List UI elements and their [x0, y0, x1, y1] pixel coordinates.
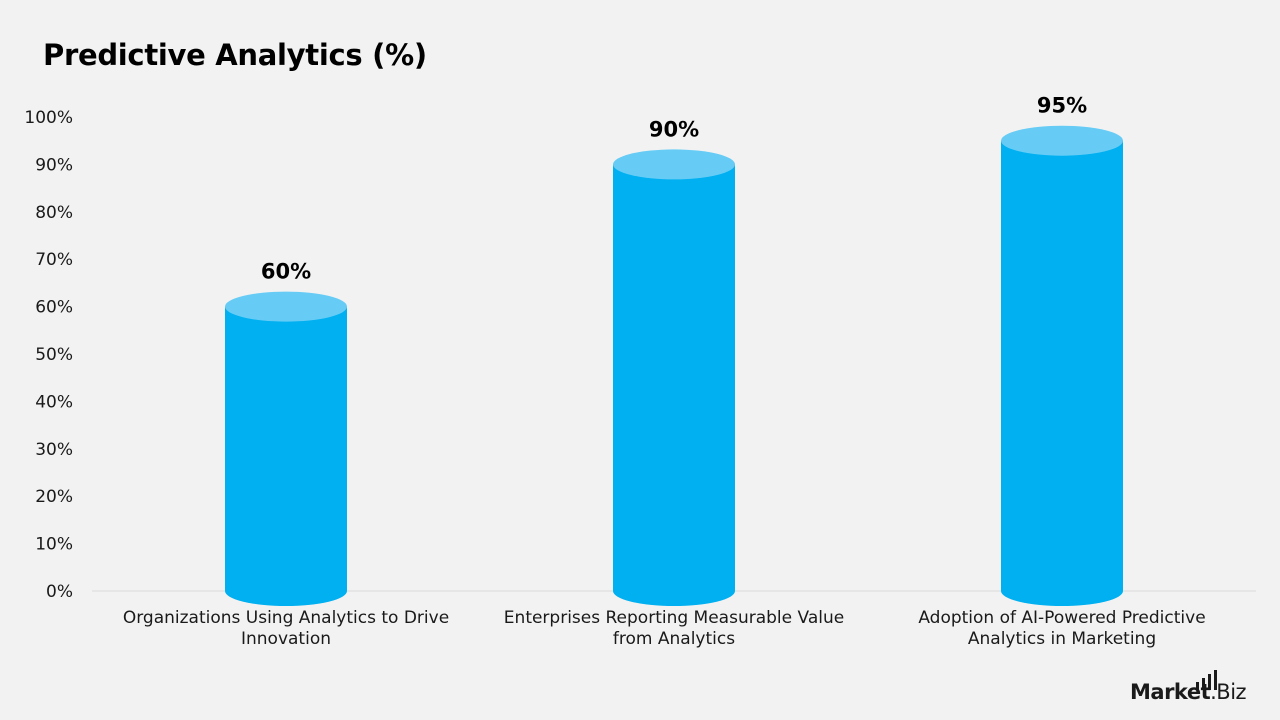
- y-tick-label: 60%: [35, 298, 73, 318]
- y-tick-label: 80%: [35, 203, 73, 223]
- bar: [613, 149, 735, 606]
- bar-top: [225, 291, 347, 322]
- bar-body: [613, 164, 735, 606]
- y-tick-label: 10%: [35, 535, 73, 555]
- bar-top: [1001, 125, 1123, 156]
- bar: [1001, 125, 1123, 606]
- category-label-line: Innovation: [241, 629, 331, 649]
- data-label: 90%: [649, 117, 699, 141]
- data-label: 60%: [261, 260, 311, 284]
- chart-title: Predictive Analytics (%): [43, 38, 427, 72]
- y-tick-label: 50%: [35, 345, 73, 365]
- y-tick-label: 0%: [46, 582, 73, 602]
- y-tick-label: 30%: [35, 440, 73, 460]
- bar-graph-icon: [1196, 670, 1217, 690]
- y-tick-label: 90%: [35, 155, 73, 175]
- bar-body: [225, 306, 347, 606]
- data-label: 95%: [1037, 94, 1087, 118]
- category-label-line: Analytics in Marketing: [968, 629, 1156, 649]
- bar-top: [613, 149, 735, 180]
- y-tick-label: 100%: [24, 108, 73, 128]
- brand-logo: Market.Biz: [1130, 670, 1260, 708]
- bar: [225, 291, 347, 606]
- bar-body: [1001, 140, 1123, 606]
- y-tick-label: 70%: [35, 250, 73, 270]
- y-tick-label: 40%: [35, 392, 73, 412]
- category-label-line: from Analytics: [613, 629, 735, 649]
- category-label-line: Enterprises Reporting Measurable Value: [504, 608, 844, 628]
- category-label: Enterprises Reporting Measurable Value fr…: [504, 608, 844, 649]
- category-label: Organizations Using Analytics to Drive In…: [123, 608, 449, 649]
- category-label-line: Adoption of AI-Powered Predictive: [918, 608, 1205, 628]
- category-label-line: Organizations Using Analytics to Drive: [123, 608, 449, 628]
- category-label: Adoption of AI-Powered Predictive Analyti…: [918, 608, 1205, 649]
- y-tick-label: 20%: [35, 487, 73, 507]
